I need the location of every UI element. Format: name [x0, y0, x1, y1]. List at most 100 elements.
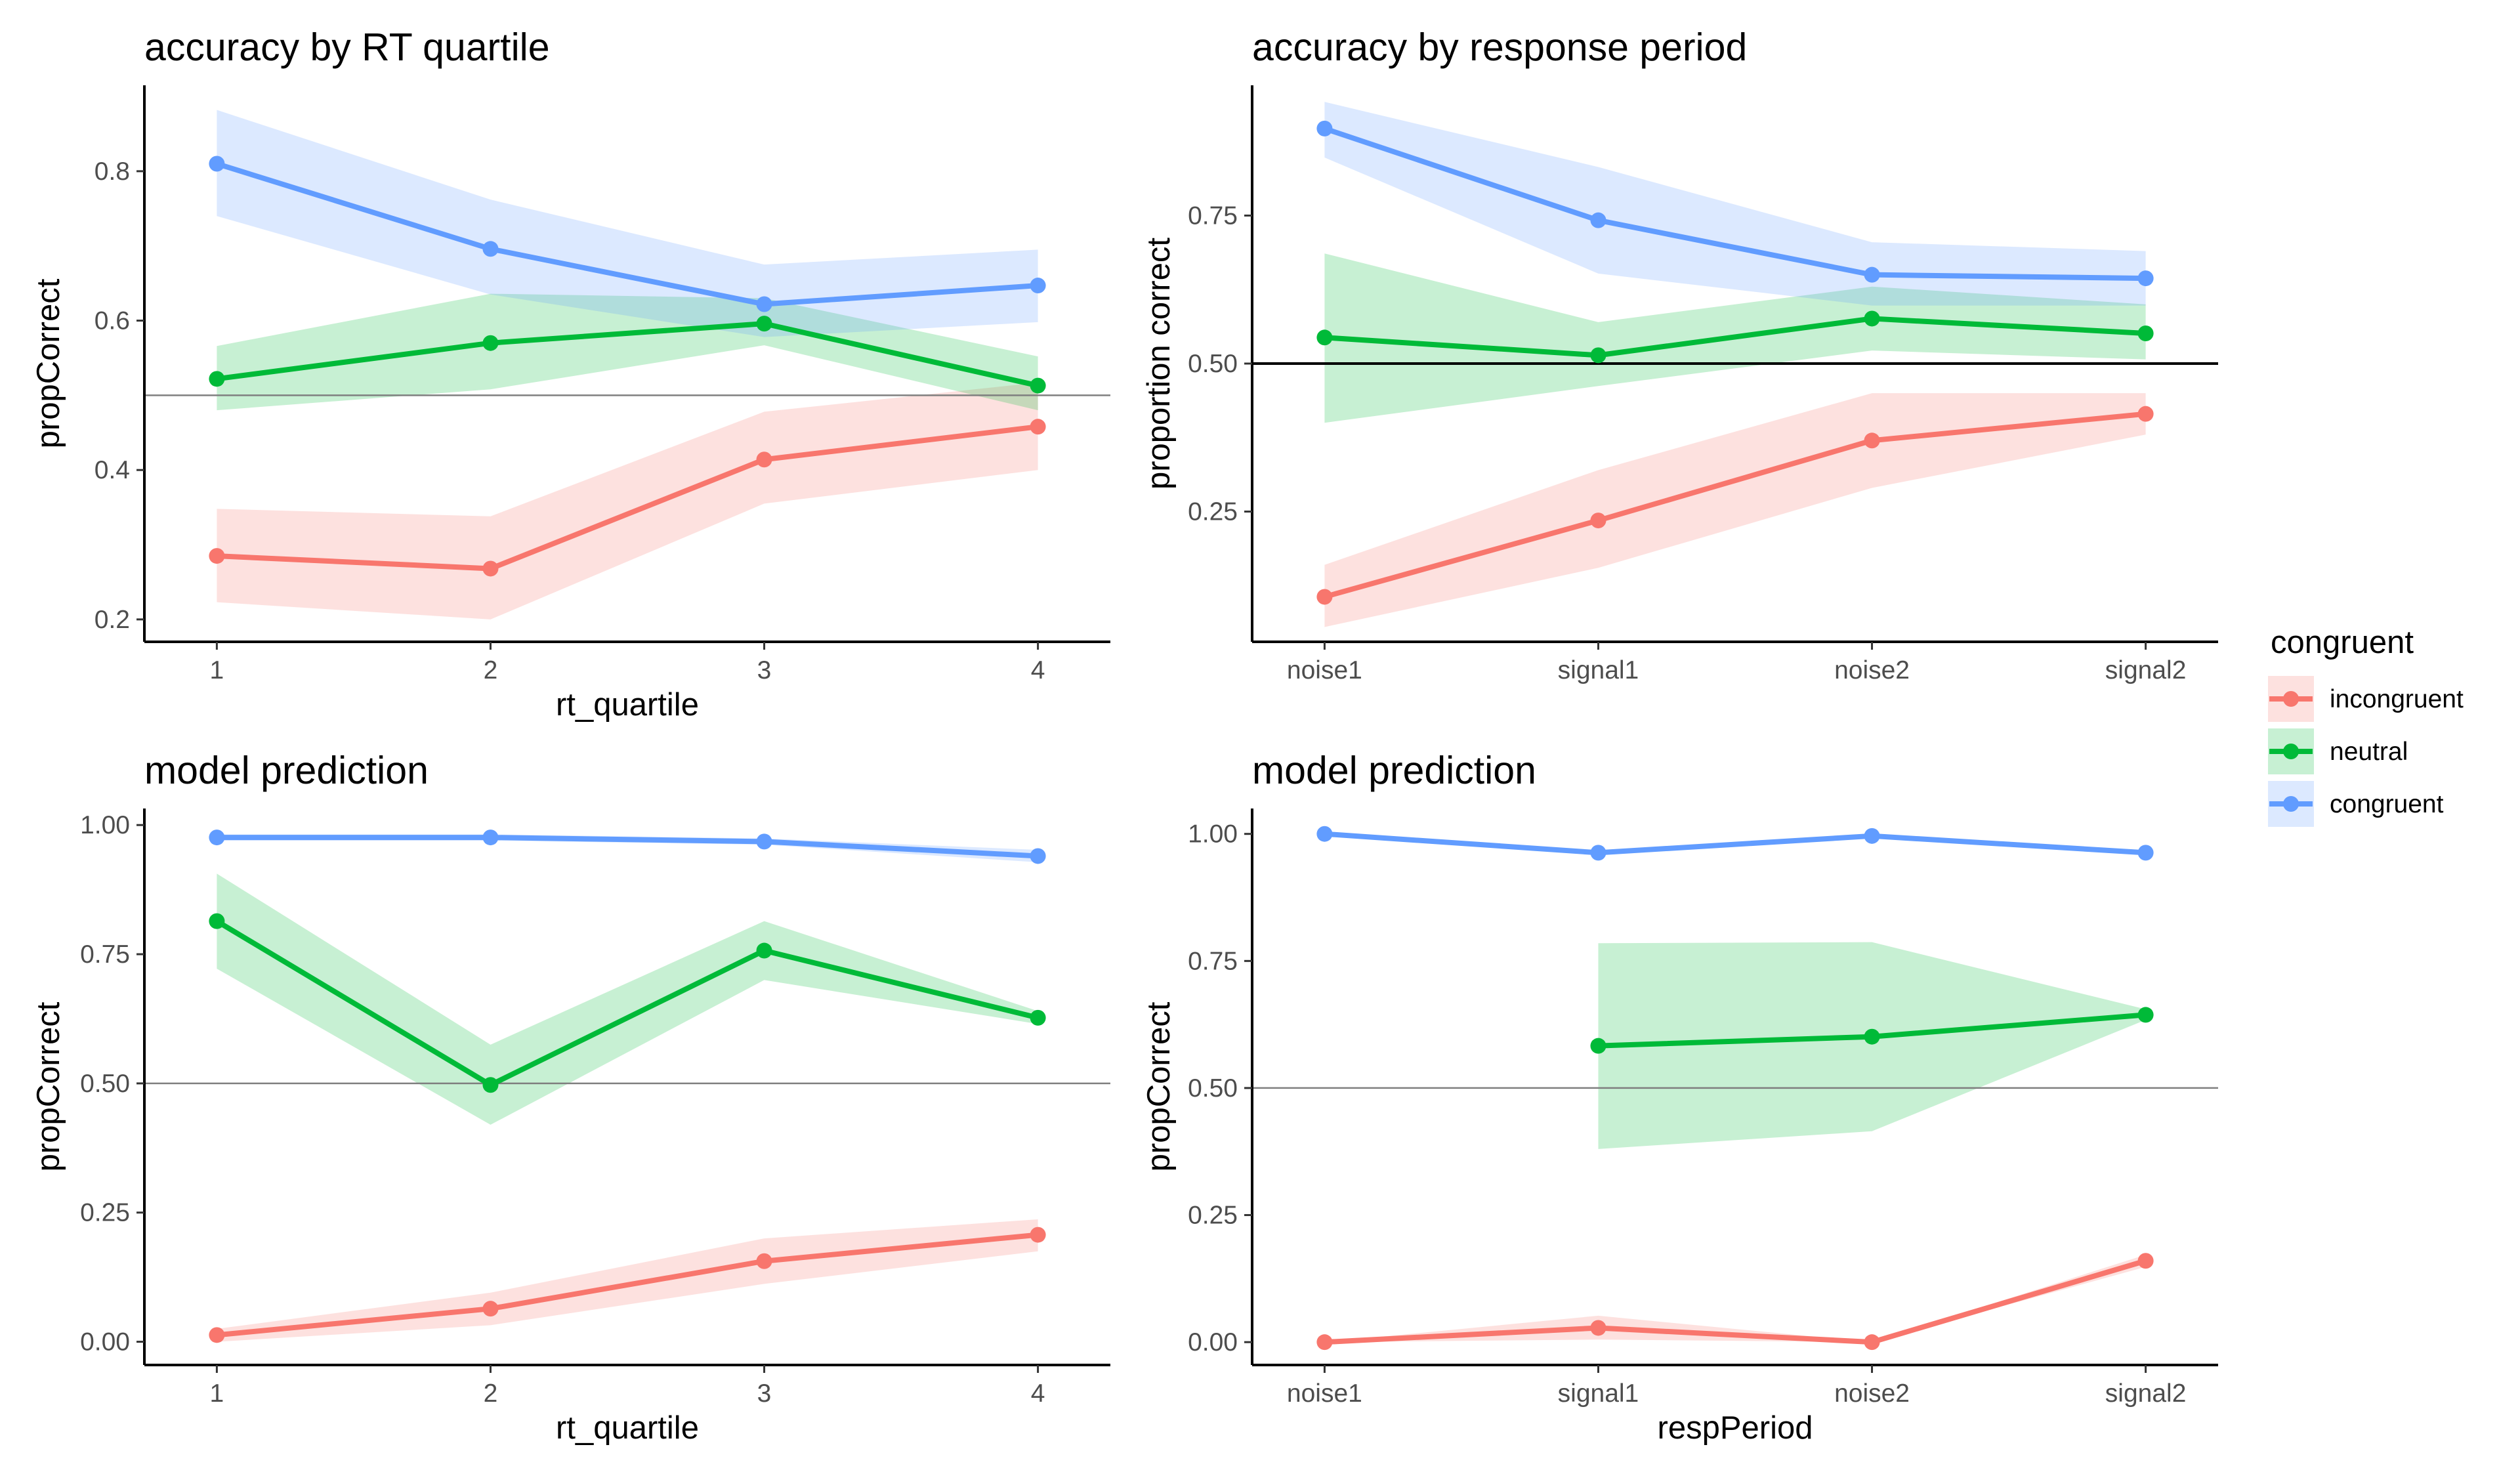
data-point-incongruent — [756, 1253, 772, 1269]
x-tick-label: 3 — [757, 1379, 772, 1408]
data-point-neutral — [1030, 377, 1046, 394]
data-point-incongruent — [2137, 406, 2154, 422]
data-point-neutral — [1864, 1028, 1880, 1045]
data-point-neutral — [209, 913, 225, 929]
x-tick-label: 2 — [484, 656, 498, 684]
series-line-incongruent — [1324, 1258, 2147, 1345]
chart-panel-2: accuracy by response period 0.25 0.50 0.75 n… — [1141, 26, 2218, 684]
data-point-congruent — [1864, 266, 1880, 283]
data-point-congruent — [756, 833, 772, 850]
x-axis-title: rt_quartile — [556, 687, 699, 723]
x-tick-label: 1 — [210, 656, 224, 684]
ci-ribbon-incongruent — [217, 383, 1038, 620]
chart-panel-3: model prediction 0.00 0.25 0.50 0.75 1.00 1 2 3 4… — [31, 749, 1110, 1446]
y-tick-label: 0.25 — [1188, 1202, 1238, 1230]
data-point-congruent — [482, 830, 499, 846]
data-point-neutral — [2137, 1007, 2154, 1023]
x-tick-label: noise2 — [1834, 656, 1910, 684]
data-point-neutral — [209, 371, 225, 387]
data-point-congruent — [756, 296, 772, 312]
ci-ribbon-neutral — [217, 873, 1038, 1125]
series-line-neutral — [216, 321, 1039, 388]
legend-key-incongruent: incongruent — [2268, 676, 2464, 722]
x-tick-label: 4 — [1031, 1379, 1045, 1408]
data-point-incongruent — [1590, 1320, 1606, 1336]
legend-label: neutral — [2330, 738, 2408, 766]
data-point-congruent — [209, 830, 225, 846]
y-tick-label: 0.2 — [94, 606, 130, 634]
x-tick-label: noise1 — [1287, 1379, 1362, 1408]
y-tick-label: 0.50 — [1188, 1074, 1238, 1102]
y-tick-label: 0.4 — [94, 456, 130, 484]
x-tick-label: signal1 — [1558, 1379, 1639, 1408]
data-point-incongruent — [1030, 1227, 1046, 1243]
ci-ribbon-incongruent — [1324, 393, 2146, 627]
legend-key-neutral: neutral — [2268, 728, 2408, 774]
data-point-incongruent — [1864, 432, 1880, 449]
data-point-neutral — [756, 942, 772, 959]
y-tick-label: 0.75 — [1188, 201, 1238, 230]
series-line-congruent — [217, 835, 1038, 859]
data-point-neutral — [482, 335, 499, 351]
y-tick-label: 0.75 — [1188, 947, 1238, 975]
ci-ribbon-congruent — [217, 110, 1038, 337]
x-tick-label: 4 — [1031, 656, 1045, 684]
y-tick-label: 1.00 — [1188, 820, 1238, 849]
data-point-congruent — [209, 156, 225, 172]
y-axis-title: proportion correct — [1141, 238, 1177, 490]
data-point-congruent — [1316, 120, 1333, 136]
x-tick-label: 1 — [210, 1379, 224, 1408]
y-tick-label: 0.75 — [80, 940, 130, 969]
y-tick-label: 0.50 — [80, 1070, 130, 1098]
panel-title: accuracy by RT quartile — [144, 26, 550, 69]
data-point-neutral — [2137, 325, 2154, 341]
data-point-congruent — [1316, 826, 1333, 842]
ci-ribbon-congruent — [1324, 102, 2146, 306]
x-tick-label: signal2 — [2105, 1379, 2187, 1408]
data-point-incongruent — [482, 560, 499, 577]
data-point-congruent — [2137, 270, 2154, 287]
y-tick-label: 0.00 — [1188, 1328, 1238, 1356]
data-point-incongruent — [2137, 1253, 2154, 1269]
y-tick-label: 0.6 — [94, 307, 130, 335]
y-axis-title: propCorrect — [31, 278, 66, 448]
y-tick-label: 0.8 — [94, 158, 130, 186]
series-line-congruent — [216, 161, 1038, 307]
data-point-incongruent — [209, 548, 225, 564]
x-tick-label: noise2 — [1834, 1379, 1910, 1408]
x-axis-title: rt_quartile — [556, 1410, 699, 1446]
series-line-congruent — [1324, 126, 2146, 282]
chart-panel-4: model prediction 0.00 0.25 0.50 0.75 1.00 nois… — [1141, 749, 2218, 1446]
legend-label: congruent — [2330, 790, 2444, 818]
data-point-congruent — [1030, 848, 1046, 864]
data-point-congruent — [2137, 845, 2154, 861]
data-point-congruent — [482, 241, 499, 257]
y-axis-title: propCorrect — [31, 1001, 66, 1171]
x-tick-label: 3 — [757, 656, 772, 684]
data-point-incongruent — [1864, 1334, 1880, 1351]
series-line-congruent — [1324, 831, 2146, 856]
data-point-neutral — [756, 316, 772, 332]
series-line-incongruent — [1324, 411, 2146, 600]
x-axis-title: respPeriod — [1658, 1410, 1813, 1446]
data-point-congruent — [1590, 212, 1606, 228]
legend: congruent incongruent neutral congruent — [2268, 625, 2464, 827]
data-point-neutral — [1590, 1038, 1606, 1054]
ci-ribbon-incongruent — [217, 1219, 1038, 1342]
y-tick-label: 0.50 — [1188, 350, 1238, 378]
x-tick-label: signal2 — [2105, 656, 2187, 684]
legend-point — [2283, 744, 2299, 759]
series-line-neutral — [1324, 316, 2146, 358]
y-tick-label: 1.00 — [80, 811, 130, 839]
panel-title: model prediction — [1252, 749, 1536, 792]
chart-panel-1: accuracy by RT quartile 0.2 0.4 0.6 0.8 1 2 3 4 r… — [31, 26, 1110, 723]
legend-label: incongruent — [2330, 685, 2464, 713]
series-line-incongruent — [217, 424, 1039, 572]
series-line-incongruent — [217, 1232, 1038, 1338]
data-point-incongruent — [1316, 1334, 1333, 1351]
data-point-incongruent — [1030, 419, 1046, 435]
legend-point — [2283, 691, 2299, 707]
data-point-incongruent — [482, 1301, 499, 1317]
legend-point — [2283, 796, 2299, 812]
legend-key-congruent: congruent — [2268, 781, 2444, 827]
